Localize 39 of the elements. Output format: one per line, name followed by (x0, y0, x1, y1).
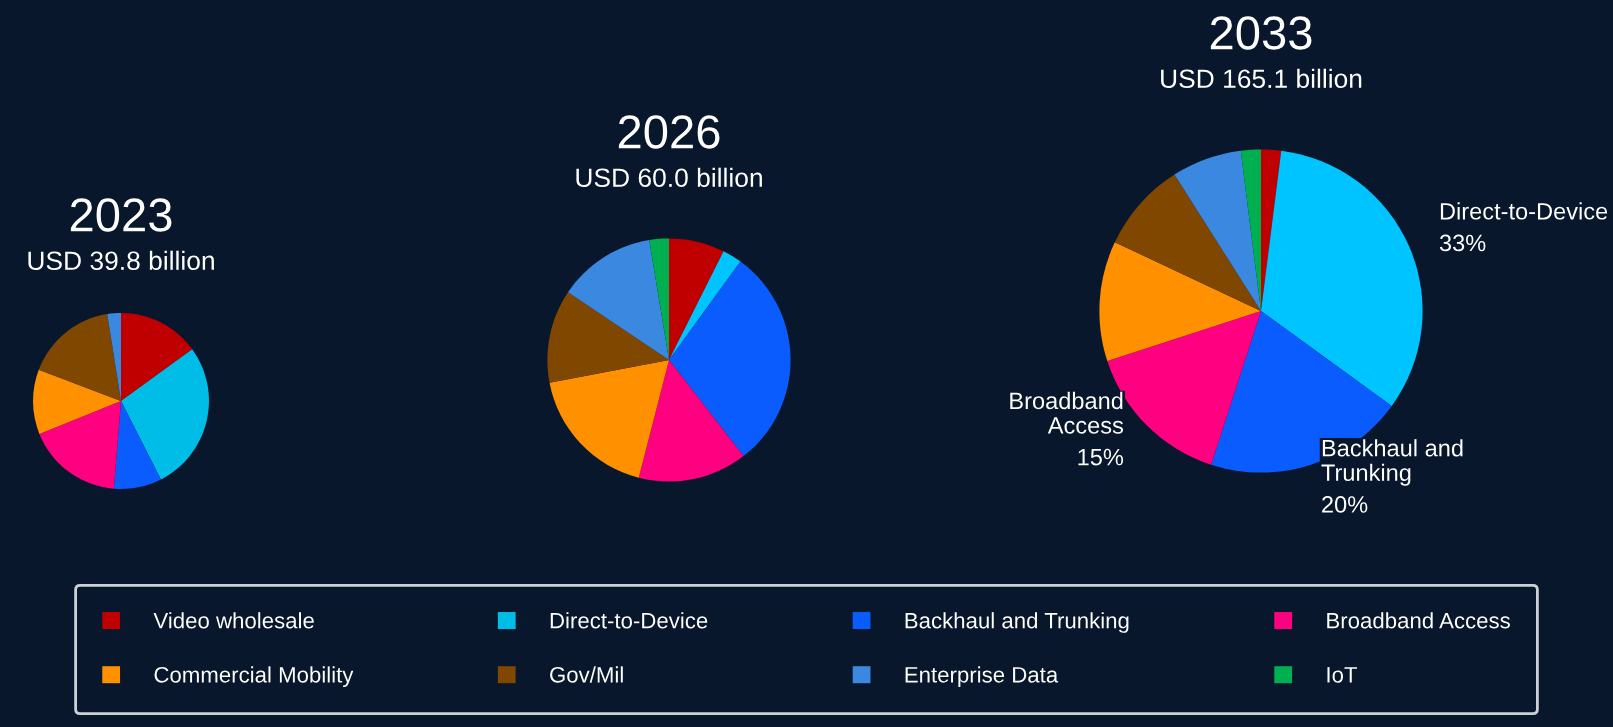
chart-title: 2023 (70, 198, 172, 232)
legend-label: Enterprise Data (905, 666, 1059, 688)
pie-slice (649, 238, 669, 360)
pie-slice (107, 313, 121, 401)
chart-subtitle: USD 60.0 billion (576, 167, 762, 188)
legend-label: IoT (1327, 667, 1358, 683)
data-label: 33% (1439, 234, 1486, 252)
legend-label: Commercial Mobility (154, 666, 354, 688)
slice-label: Direct-to-Device (1440, 202, 1608, 220)
pie-slice (669, 261, 791, 457)
legend-label: Direct-to-Device (550, 612, 708, 629)
pie-slice (669, 251, 741, 360)
pie-slice (549, 360, 669, 478)
pie-slice (1114, 174, 1261, 311)
pie-slice (113, 401, 161, 489)
pie-slice (121, 349, 209, 480)
legend-label: Gov/Mil (550, 666, 623, 683)
pie-slice (669, 238, 724, 360)
chart-title: 2026 (618, 115, 720, 149)
pie-slice (568, 240, 669, 360)
pie-slice (39, 401, 121, 489)
pie-slice (547, 292, 669, 383)
pie-slice (38, 314, 121, 401)
pie-slice (121, 313, 193, 401)
pie-slice (1099, 242, 1261, 361)
slice-label: Backhaul and Trunking (1321, 439, 1463, 486)
pie-slice (1174, 150, 1261, 311)
pie-slice (1261, 150, 1423, 406)
legend-label: Video wholesale (153, 612, 314, 629)
chart-title: 2033 (1210, 16, 1312, 50)
chart-subtitle: USD 165.1 billion (1161, 68, 1362, 89)
slice-label: Broadband Access (1010, 391, 1124, 434)
data-label: 15% (1078, 448, 1124, 466)
data-label: 20% (1322, 496, 1368, 513)
chart-subtitle: USD 39.8 billion (28, 250, 214, 271)
pie-slice (33, 369, 121, 434)
legend-label: Backhaul and Trunking (905, 612, 1129, 633)
pie-slice (638, 360, 744, 482)
legend-label: Broadband Access (1327, 612, 1510, 629)
